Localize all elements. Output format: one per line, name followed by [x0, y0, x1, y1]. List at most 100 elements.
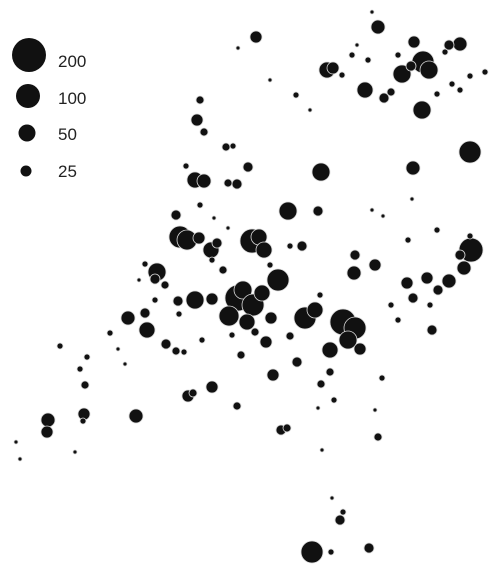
- map-bubble: [296, 240, 308, 252]
- legend-entry-25: 25: [20, 162, 77, 181]
- map-bubble: [368, 258, 382, 272]
- map-bubble: [306, 301, 324, 319]
- map-bubble: [151, 296, 159, 304]
- map-bubble: [349, 249, 361, 261]
- map-bubble: [311, 162, 331, 182]
- map-bubble: [40, 425, 54, 439]
- map-bubble: [180, 348, 188, 356]
- map-bubble: [456, 86, 464, 94]
- map-bubble: [481, 68, 489, 76]
- map-bubble: [286, 242, 294, 250]
- map-bubble: [185, 290, 205, 310]
- map-bubble: [426, 301, 434, 309]
- map-bubble: [448, 80, 456, 88]
- map-bubble: [405, 160, 421, 176]
- map-bubble: [353, 342, 367, 356]
- map-bubble: [13, 439, 19, 445]
- map-bubble: [249, 30, 263, 44]
- map-bubble: [56, 342, 64, 350]
- map-bubble: [316, 291, 324, 299]
- map-bubble: [223, 178, 233, 188]
- map-bubble: [205, 292, 219, 306]
- map-bubble: [433, 226, 441, 234]
- map-bubble: [211, 215, 217, 221]
- legend-label-50: 50: [58, 125, 77, 144]
- legend-label-100: 100: [58, 89, 86, 108]
- map-bubble: [188, 388, 198, 398]
- map-bubble: [407, 292, 419, 304]
- map-bubble: [190, 113, 204, 127]
- map-bubble: [255, 241, 273, 259]
- map-bubble: [319, 447, 325, 453]
- legend-symbol-25: [20, 165, 32, 177]
- map-bubble: [218, 265, 228, 275]
- map-bubble: [364, 56, 372, 64]
- map-bubble: [208, 256, 216, 264]
- map-bubble: [211, 237, 223, 249]
- legend-symbol-200: [12, 38, 46, 72]
- map-bubble: [120, 310, 136, 326]
- legend-label-25: 25: [58, 162, 77, 181]
- map-bubble: [122, 361, 128, 367]
- map-bubble: [458, 140, 482, 164]
- legend-entry-50: 50: [18, 124, 77, 144]
- map-bubble: [307, 107, 313, 113]
- map-bubble: [327, 548, 335, 556]
- map-bubble: [80, 380, 90, 390]
- map-bubble: [354, 42, 360, 48]
- map-bubble: [83, 353, 91, 361]
- map-bubble: [218, 305, 240, 327]
- map-bubble: [106, 329, 114, 337]
- map-bubble: [426, 324, 438, 336]
- map-bubble: [149, 273, 161, 285]
- map-bubble: [400, 276, 414, 290]
- map-bubble: [300, 540, 324, 564]
- map-bubble: [432, 284, 444, 296]
- map-bubble: [372, 407, 378, 413]
- map-bubble: [17, 456, 23, 462]
- map-bubble: [394, 316, 402, 324]
- map-bubble: [291, 356, 303, 368]
- map-bubble: [231, 178, 243, 190]
- bubble-layer: [13, 9, 489, 564]
- map-bubble: [175, 310, 183, 318]
- map-bubble: [238, 313, 256, 331]
- legend-symbol-50: [18, 124, 36, 142]
- map-bubble: [267, 77, 273, 83]
- map-bubble: [386, 87, 396, 97]
- map-bubble: [236, 350, 246, 360]
- map-bubble: [221, 142, 231, 152]
- map-bubble: [466, 232, 474, 240]
- map-bubble: [285, 331, 295, 341]
- map-bubble: [292, 91, 300, 99]
- map-bubble: [172, 295, 184, 307]
- map-bubble: [363, 542, 375, 554]
- map-bubble: [192, 231, 206, 245]
- map-bubble: [316, 379, 326, 389]
- map-bubble: [139, 307, 151, 319]
- map-bubble: [242, 161, 254, 173]
- map-bubble: [334, 514, 346, 526]
- map-bubble: [195, 95, 205, 105]
- map-legend: 200 100 50 25: [12, 38, 86, 181]
- map-bubble: [387, 301, 395, 309]
- map-bubble: [205, 380, 219, 394]
- legend-symbol-100: [16, 84, 40, 108]
- map-bubble: [338, 71, 346, 79]
- map-bubble: [233, 280, 253, 300]
- map-bubble: [338, 330, 358, 350]
- map-bubble: [72, 449, 78, 455]
- map-bubble: [141, 260, 149, 268]
- map-bubble: [433, 90, 441, 98]
- map-bubble: [228, 331, 236, 339]
- map-bubble: [339, 508, 347, 516]
- map-bubble: [266, 261, 274, 269]
- legend-label-200: 200: [58, 52, 86, 71]
- legend-entry-100: 100: [16, 84, 86, 108]
- map-bubble: [370, 19, 386, 35]
- map-bubble: [250, 327, 260, 337]
- map-bubble: [229, 142, 237, 150]
- map-bubble: [199, 127, 209, 137]
